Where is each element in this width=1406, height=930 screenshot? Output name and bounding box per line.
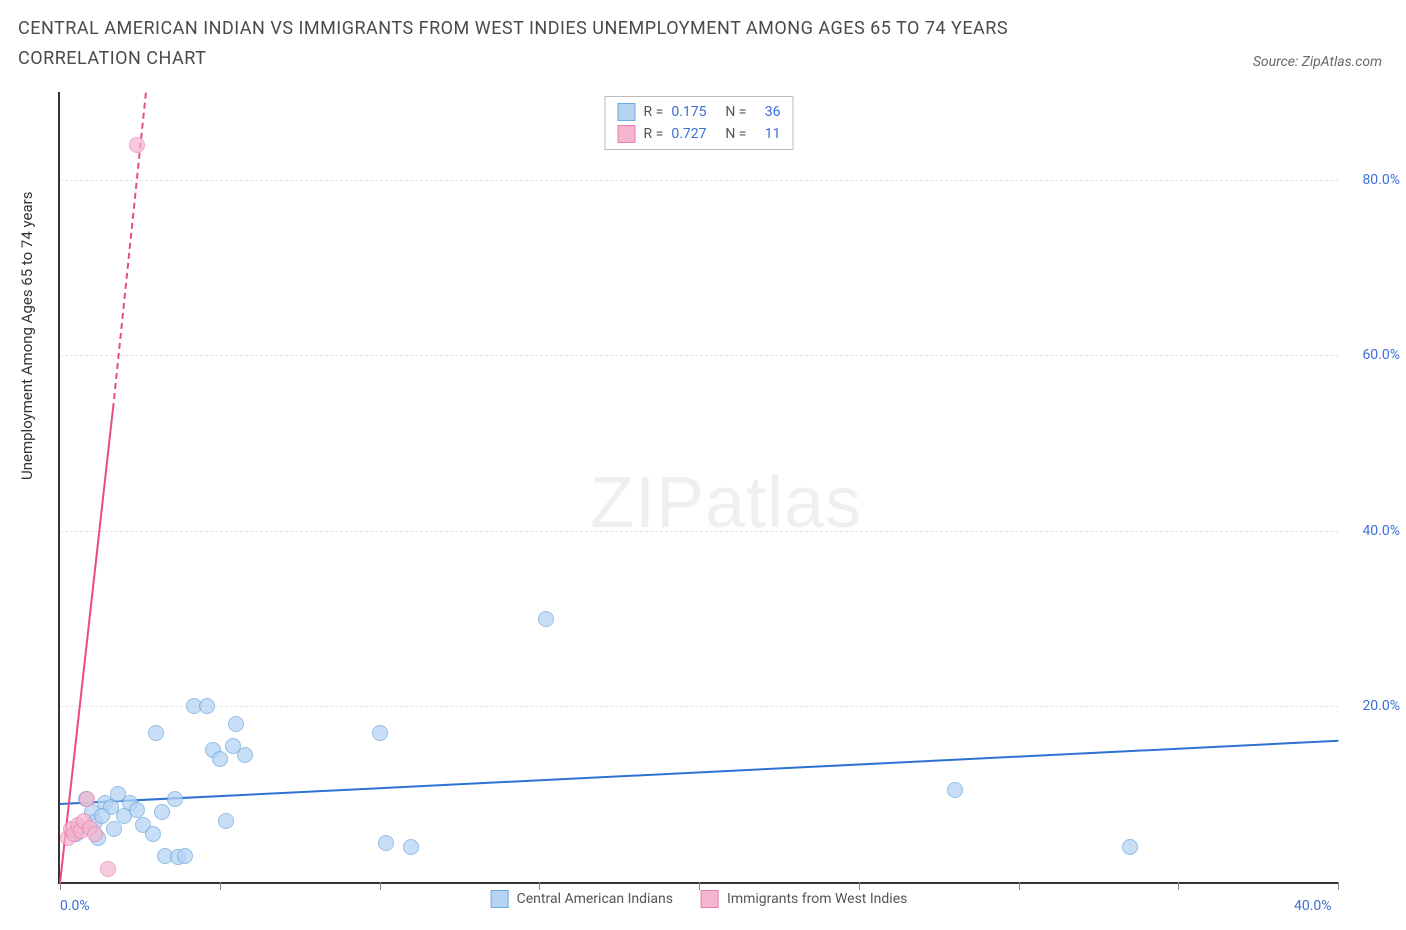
legend-swatch <box>618 125 636 143</box>
x-tick <box>859 882 860 890</box>
data-point <box>167 791 183 807</box>
data-point <box>100 861 116 877</box>
y-tick-label: 80.0% <box>1362 172 1400 188</box>
legend-item: Immigrants from West Indies <box>701 890 907 908</box>
x-tick <box>1338 882 1339 890</box>
data-point <box>947 782 963 798</box>
y-tick-label: 60.0% <box>1362 347 1400 363</box>
data-point <box>237 747 253 763</box>
legend-item: Central American Indians <box>491 890 673 908</box>
data-point <box>218 813 234 829</box>
chart-title: CENTRAL AMERICAN INDIAN VS IMMIGRANTS FR… <box>18 14 1128 74</box>
x-tick <box>380 882 381 890</box>
series-legend: Central American Indians Immigrants from … <box>491 890 908 908</box>
x-tick <box>1019 882 1020 890</box>
scatter-plot: R = 0.175 N = 36 R = 0.727 N = 11 Centra… <box>58 92 1338 884</box>
data-point <box>129 802 145 818</box>
legend-swatch <box>491 890 509 908</box>
data-point <box>538 611 554 627</box>
gridline <box>60 706 1338 707</box>
gridline <box>60 531 1338 532</box>
data-point <box>87 826 103 842</box>
legend-label: Central American Indians <box>517 891 673 907</box>
data-point <box>199 698 215 714</box>
data-point <box>1122 839 1138 855</box>
legend-label: Immigrants from West Indies <box>727 891 907 907</box>
data-point <box>154 804 170 820</box>
legend-n-value: 11 <box>754 123 780 145</box>
x-tick <box>220 882 221 890</box>
y-axis-label: Unemployment Among Ages 65 to 74 years <box>18 192 36 480</box>
legend-n-value: 36 <box>754 101 780 123</box>
legend-swatch <box>701 890 719 908</box>
x-tick <box>539 882 540 890</box>
source-label: Source: ZipAtlas.com <box>1253 54 1382 70</box>
gridline <box>60 180 1338 181</box>
data-point <box>79 791 95 807</box>
data-point <box>129 137 145 153</box>
legend-swatch <box>618 103 636 121</box>
y-tick-label: 20.0% <box>1362 698 1400 714</box>
x-tick-label: 0.0% <box>60 898 90 914</box>
data-point <box>372 725 388 741</box>
gridline <box>60 355 1338 356</box>
x-tick-label: 40.0% <box>1294 898 1332 914</box>
legend-r-label: R = <box>644 123 664 145</box>
legend-r-value: 0.727 <box>671 123 717 145</box>
data-point <box>177 848 193 864</box>
legend-row: R = 0.727 N = 11 <box>618 123 781 145</box>
data-point <box>106 821 122 837</box>
data-point <box>212 751 228 767</box>
legend-n-label: N = <box>725 123 746 145</box>
data-point <box>148 725 164 741</box>
data-point <box>403 839 419 855</box>
data-point <box>145 826 161 842</box>
y-tick-label: 40.0% <box>1362 523 1400 539</box>
data-point <box>228 716 244 732</box>
legend-n-label: N = <box>725 101 746 123</box>
legend-r-label: R = <box>644 101 664 123</box>
x-tick <box>699 882 700 890</box>
legend-row: R = 0.175 N = 36 <box>618 101 781 123</box>
correlation-legend: R = 0.175 N = 36 R = 0.727 N = 11 <box>605 96 794 150</box>
x-tick <box>1178 882 1179 890</box>
legend-r-value: 0.175 <box>671 101 717 123</box>
data-point <box>378 835 394 851</box>
